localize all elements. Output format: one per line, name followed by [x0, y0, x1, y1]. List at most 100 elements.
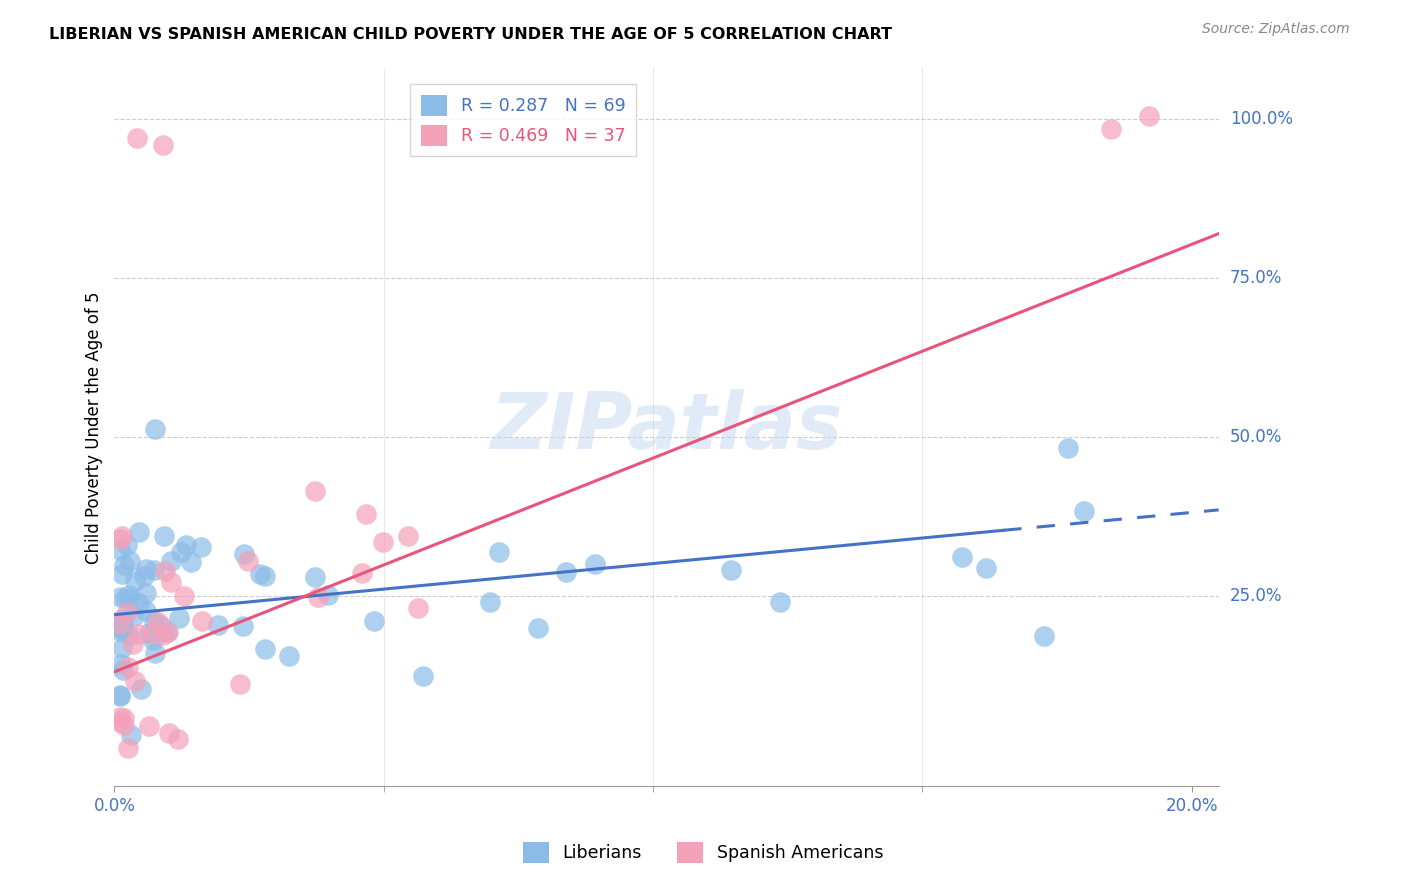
Text: 25.0%: 25.0%	[1230, 587, 1282, 605]
Point	[135, 604, 157, 618]
Point	[142, 632, 165, 647]
Point	[143, 422, 166, 436]
Point	[152, 628, 174, 642]
Point	[354, 508, 377, 522]
Text: Source: ZipAtlas.com: Source: ZipAtlas.com	[1202, 22, 1350, 37]
Point	[120, 592, 142, 607]
Point	[950, 549, 973, 564]
Point	[191, 614, 214, 628]
Point	[146, 615, 169, 629]
Point	[108, 590, 131, 604]
Point	[112, 623, 135, 637]
Point	[111, 618, 134, 632]
Legend: Liberians, Spanish Americans: Liberians, Spanish Americans	[516, 835, 890, 870]
Y-axis label: Child Poverty Under the Age of 5: Child Poverty Under the Age of 5	[86, 291, 103, 564]
Point	[170, 545, 193, 559]
Point	[278, 648, 301, 663]
Text: ZIPatlas: ZIPatlas	[491, 389, 842, 466]
Point	[124, 574, 146, 589]
Point	[1057, 442, 1080, 456]
Point	[141, 625, 163, 640]
Point	[128, 596, 150, 610]
Point	[527, 621, 550, 635]
Point	[110, 715, 132, 730]
Point	[117, 538, 139, 552]
Point	[128, 524, 150, 539]
Point	[157, 726, 180, 740]
Point	[555, 565, 578, 579]
Point	[166, 731, 188, 746]
Point	[124, 673, 146, 688]
Point	[232, 618, 254, 632]
Point	[108, 624, 131, 638]
Point	[253, 569, 276, 583]
Point	[238, 554, 260, 568]
Point	[254, 641, 277, 656]
Point	[110, 657, 132, 671]
Point	[108, 688, 131, 702]
Point	[115, 605, 138, 619]
Point	[167, 610, 190, 624]
Point	[118, 554, 141, 568]
Point	[304, 570, 326, 584]
Point	[110, 529, 132, 543]
Point	[1033, 629, 1056, 643]
Point	[129, 681, 152, 696]
Point	[412, 669, 434, 683]
Legend: R = 0.287   N = 69, R = 0.469   N = 37: R = 0.287 N = 69, R = 0.469 N = 37	[411, 85, 636, 156]
Point	[180, 555, 202, 569]
Point	[127, 626, 149, 640]
Point	[207, 617, 229, 632]
Text: 75.0%: 75.0%	[1230, 269, 1282, 287]
Point	[111, 566, 134, 581]
Point	[112, 611, 135, 625]
Point	[135, 586, 157, 600]
Point	[488, 545, 510, 559]
Point	[304, 483, 326, 498]
Point	[160, 554, 183, 568]
Point	[153, 529, 176, 543]
Point	[112, 718, 135, 732]
Point	[233, 548, 256, 562]
Point	[157, 625, 180, 640]
Point	[974, 560, 997, 574]
Point	[118, 588, 141, 602]
Point	[583, 557, 606, 571]
Point	[249, 566, 271, 581]
Point	[307, 590, 329, 604]
Point	[371, 534, 394, 549]
Point	[122, 637, 145, 651]
Point	[316, 589, 339, 603]
Point	[406, 601, 429, 615]
Point	[108, 618, 131, 632]
Text: LIBERIAN VS SPANISH AMERICAN CHILD POVERTY UNDER THE AGE OF 5 CORRELATION CHART: LIBERIAN VS SPANISH AMERICAN CHILD POVER…	[49, 27, 893, 42]
Point	[118, 628, 141, 642]
Point	[117, 660, 139, 674]
Point	[396, 529, 419, 543]
Point	[1099, 121, 1122, 136]
Point	[114, 591, 136, 605]
Point	[720, 563, 742, 577]
Point	[153, 564, 176, 578]
Point	[138, 719, 160, 733]
Point	[142, 563, 165, 577]
Point	[769, 595, 792, 609]
Point	[229, 677, 252, 691]
Point	[1073, 504, 1095, 518]
Point	[143, 614, 166, 628]
Point	[363, 614, 385, 628]
Point	[135, 562, 157, 576]
Point	[173, 589, 195, 603]
Point	[143, 647, 166, 661]
Point	[111, 640, 134, 655]
Point	[112, 558, 135, 572]
Point	[108, 689, 131, 703]
Point	[156, 624, 179, 639]
Point	[112, 711, 135, 725]
Point	[1137, 109, 1160, 123]
Text: 50.0%: 50.0%	[1230, 428, 1282, 446]
Point	[174, 538, 197, 552]
Point	[108, 543, 131, 558]
Point	[108, 533, 131, 547]
Point	[120, 728, 142, 742]
